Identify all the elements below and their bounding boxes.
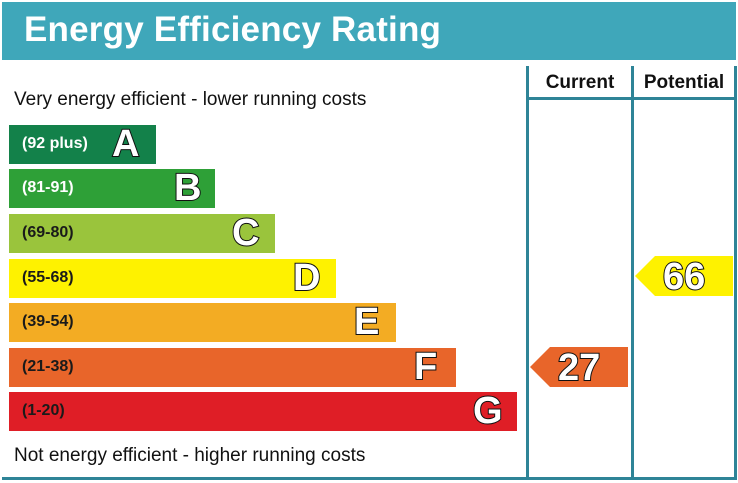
- band-b-letter: B: [173, 166, 202, 210]
- column-header-potential: Potential: [643, 72, 725, 93]
- potential-rating-arrow: 66: [635, 255, 733, 299]
- band-f-letter: F: [413, 345, 438, 389]
- band-g: (1-20) G: [9, 389, 517, 433]
- band-d-letter: D: [292, 256, 321, 300]
- column-divider-mid: [631, 66, 634, 478]
- band-a: (92 plus) A: [9, 122, 156, 166]
- caption-top: Very energy efficient - lower running co…: [14, 89, 367, 110]
- band-a-letter: A: [111, 122, 140, 166]
- band-a-range: (92 plus): [22, 135, 88, 152]
- title-bar: Energy Efficiency Rating: [2, 2, 736, 60]
- bottom-border: [2, 477, 737, 480]
- potential-rating-value: 66: [662, 255, 706, 299]
- band-c-range: (69-80): [22, 224, 74, 241]
- band-e-letter: E: [353, 300, 380, 344]
- band-g-letter: G: [472, 389, 504, 433]
- header-rule: [526, 97, 737, 100]
- band-c: (69-80) C: [9, 211, 275, 255]
- band-e-range: (39-54): [22, 313, 74, 330]
- band-g-range: (1-20): [22, 402, 65, 419]
- caption-bottom: Not energy efficient - higher running co…: [14, 445, 366, 466]
- band-f: (21-38) F: [9, 345, 456, 389]
- band-e: (39-54) E: [9, 300, 396, 344]
- chart-title: Energy Efficiency Rating: [24, 10, 442, 49]
- arrow-shape-icon: [530, 347, 628, 387]
- band-b: (81-91) B: [9, 166, 215, 210]
- band-d: (55-68) D: [9, 256, 336, 300]
- band-c-letter: C: [231, 211, 260, 255]
- column-divider-right: [734, 66, 737, 478]
- band-d-range: (55-68): [22, 269, 74, 286]
- column-divider-left: [526, 66, 529, 478]
- arrow-shape-icon: [635, 256, 733, 296]
- current-rating-arrow: 27: [530, 346, 628, 390]
- band-f-range: (21-38): [22, 358, 74, 375]
- column-header-current: Current: [545, 72, 615, 93]
- current-rating-value: 27: [557, 346, 601, 390]
- band-b-range: (81-91): [22, 179, 74, 196]
